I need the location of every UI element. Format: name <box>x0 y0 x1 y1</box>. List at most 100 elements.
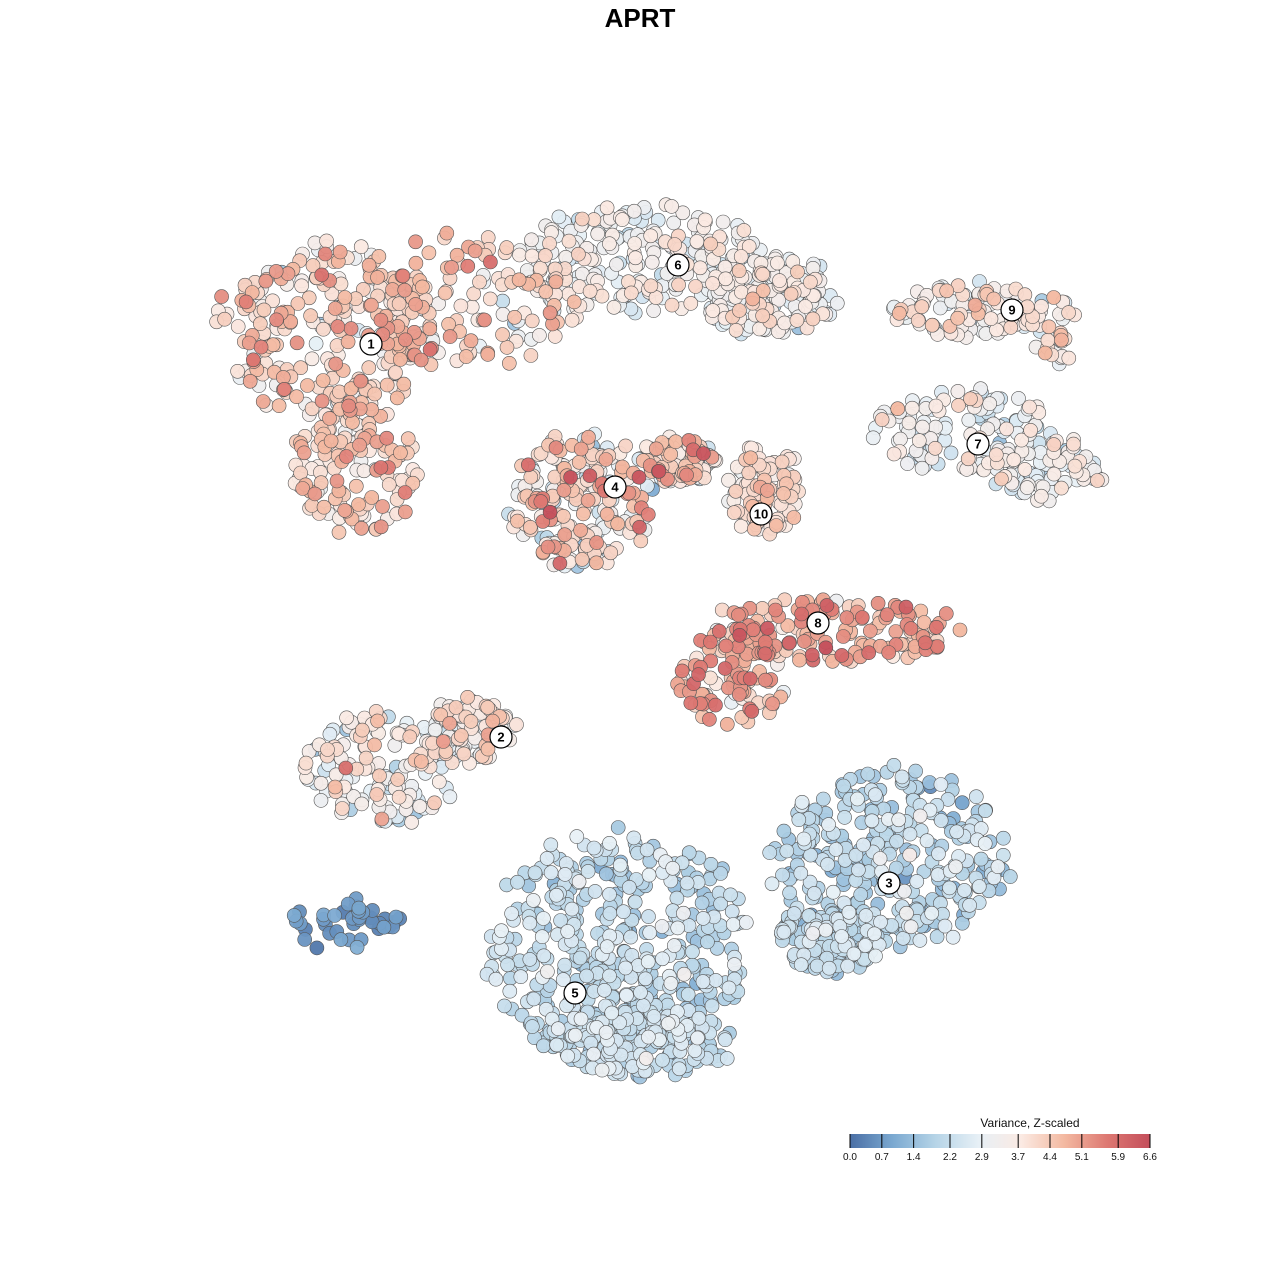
data-point <box>948 859 964 875</box>
data-point <box>316 499 332 515</box>
data-point <box>580 493 596 508</box>
data-point <box>483 254 498 270</box>
data-point <box>708 973 724 988</box>
data-point <box>635 998 651 1013</box>
data-point <box>524 1019 540 1034</box>
data-point <box>862 623 878 639</box>
legend-title: Variance, Z-scaled <box>980 1116 1079 1130</box>
cluster-label-text: 8 <box>814 616 821 631</box>
data-point <box>522 915 538 931</box>
data-point <box>307 486 323 502</box>
data-point <box>854 610 870 625</box>
data-point <box>694 895 710 911</box>
cluster-label-badge <box>1000 298 1024 322</box>
data-point <box>728 483 744 499</box>
data-point <box>353 373 369 389</box>
data-point <box>422 321 438 337</box>
data-point <box>512 247 527 263</box>
data-point <box>646 1009 662 1024</box>
data-point <box>548 274 564 290</box>
data-point <box>453 728 469 743</box>
data-point <box>874 412 890 427</box>
data-point <box>664 297 680 313</box>
data-point <box>555 972 571 987</box>
data-point <box>551 209 567 225</box>
data-point <box>728 322 744 338</box>
data-point <box>538 248 553 263</box>
data-point <box>456 746 472 762</box>
data-point <box>603 545 619 561</box>
data-point <box>917 635 933 651</box>
data-point <box>488 971 504 987</box>
data-point <box>327 908 342 923</box>
data-point <box>967 297 983 313</box>
data-point <box>736 223 752 238</box>
data-point <box>821 817 836 832</box>
data-point <box>322 726 338 742</box>
data-point <box>914 460 930 476</box>
data-point <box>643 278 659 294</box>
data-point <box>683 296 699 311</box>
data-point <box>373 460 389 475</box>
data-point <box>982 396 998 412</box>
data-point <box>524 313 540 329</box>
data-point <box>313 475 329 491</box>
data-point <box>931 846 946 862</box>
data-point <box>1046 437 1062 452</box>
data-point <box>435 734 451 749</box>
data-point <box>772 273 787 288</box>
data-point <box>718 638 734 654</box>
data-point <box>633 985 648 1000</box>
data-point <box>721 980 737 996</box>
data-point <box>760 483 775 498</box>
data-point <box>1054 332 1069 348</box>
legend-tick-label: 2.9 <box>975 1152 989 1163</box>
data-point <box>327 301 343 316</box>
data-point <box>597 982 612 998</box>
data-point <box>295 481 311 496</box>
data-point <box>996 830 1011 846</box>
data-point <box>404 814 419 830</box>
data-point <box>960 451 976 467</box>
data-point <box>533 494 549 509</box>
data-point <box>1017 287 1033 303</box>
data-point <box>513 969 529 985</box>
data-point <box>680 987 696 1002</box>
data-point <box>655 1052 670 1068</box>
cluster-labels-layer: 1 2 3 4 5 6 7 8 9 10 <box>359 253 1024 1005</box>
data-point <box>938 606 954 621</box>
data-point <box>543 865 559 880</box>
data-point <box>977 836 993 851</box>
data-point <box>361 360 377 376</box>
data-point <box>480 741 496 757</box>
data-point <box>703 236 718 252</box>
cluster-label-badge <box>563 981 587 1005</box>
data-point <box>957 883 972 898</box>
data-point <box>804 647 820 663</box>
data-point <box>364 490 380 505</box>
data-point <box>265 337 281 353</box>
data-point <box>571 246 586 262</box>
data-point <box>509 717 524 732</box>
data-point <box>437 285 453 301</box>
cluster-label-text: 6 <box>674 258 681 273</box>
data-point <box>322 411 337 426</box>
data-point <box>300 378 315 393</box>
data-point <box>602 906 618 921</box>
data-point <box>1037 345 1053 361</box>
data-point <box>329 473 345 489</box>
data-point <box>524 248 540 264</box>
data-point <box>776 823 792 839</box>
data-point <box>820 857 835 872</box>
data-point <box>951 398 966 413</box>
data-point <box>373 312 389 328</box>
data-point <box>727 957 742 972</box>
data-point <box>755 283 771 298</box>
data-point <box>552 555 568 571</box>
data-point <box>372 768 387 784</box>
cluster-label-text: 5 <box>571 986 578 1001</box>
cluster-label-10: 10 <box>749 502 773 526</box>
data-point <box>725 917 741 932</box>
data-point <box>1046 466 1062 482</box>
data-point <box>950 310 966 326</box>
